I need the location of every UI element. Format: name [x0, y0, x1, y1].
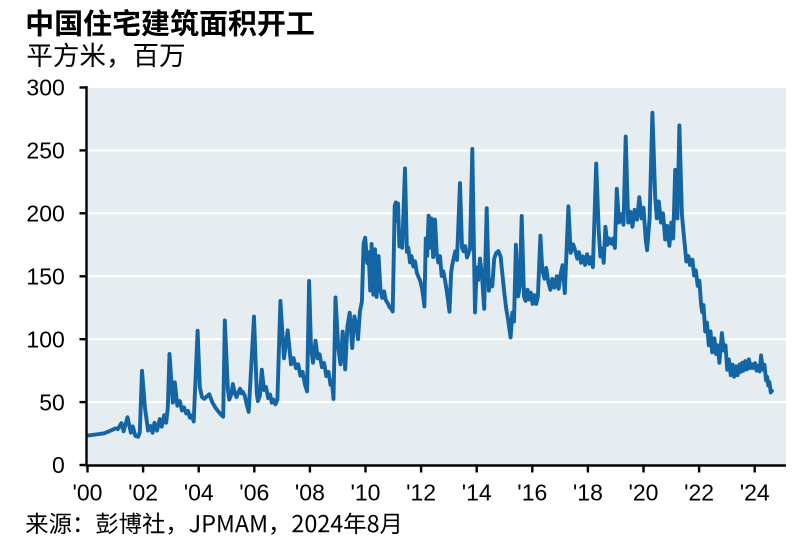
svg-text:'24: '24 — [740, 479, 770, 505]
svg-text:'16: '16 — [517, 479, 547, 505]
svg-text:'18: '18 — [573, 479, 603, 505]
svg-text:'14: '14 — [462, 479, 492, 505]
svg-text:300: 300 — [26, 75, 64, 101]
svg-text:150: 150 — [26, 264, 64, 290]
svg-text:'12: '12 — [406, 479, 436, 505]
svg-text:200: 200 — [26, 201, 64, 227]
svg-text:0: 0 — [52, 452, 65, 478]
svg-text:'02: '02 — [128, 479, 158, 505]
svg-text:50: 50 — [39, 389, 65, 415]
svg-text:'04: '04 — [184, 479, 214, 505]
svg-text:'22: '22 — [684, 479, 714, 505]
svg-text:'08: '08 — [295, 479, 325, 505]
svg-text:'10: '10 — [351, 479, 381, 505]
svg-text:250: 250 — [26, 138, 64, 164]
svg-text:'20: '20 — [629, 479, 659, 505]
svg-text:'06: '06 — [239, 479, 269, 505]
svg-text:100: 100 — [26, 326, 64, 352]
svg-text:'00: '00 — [73, 479, 103, 505]
